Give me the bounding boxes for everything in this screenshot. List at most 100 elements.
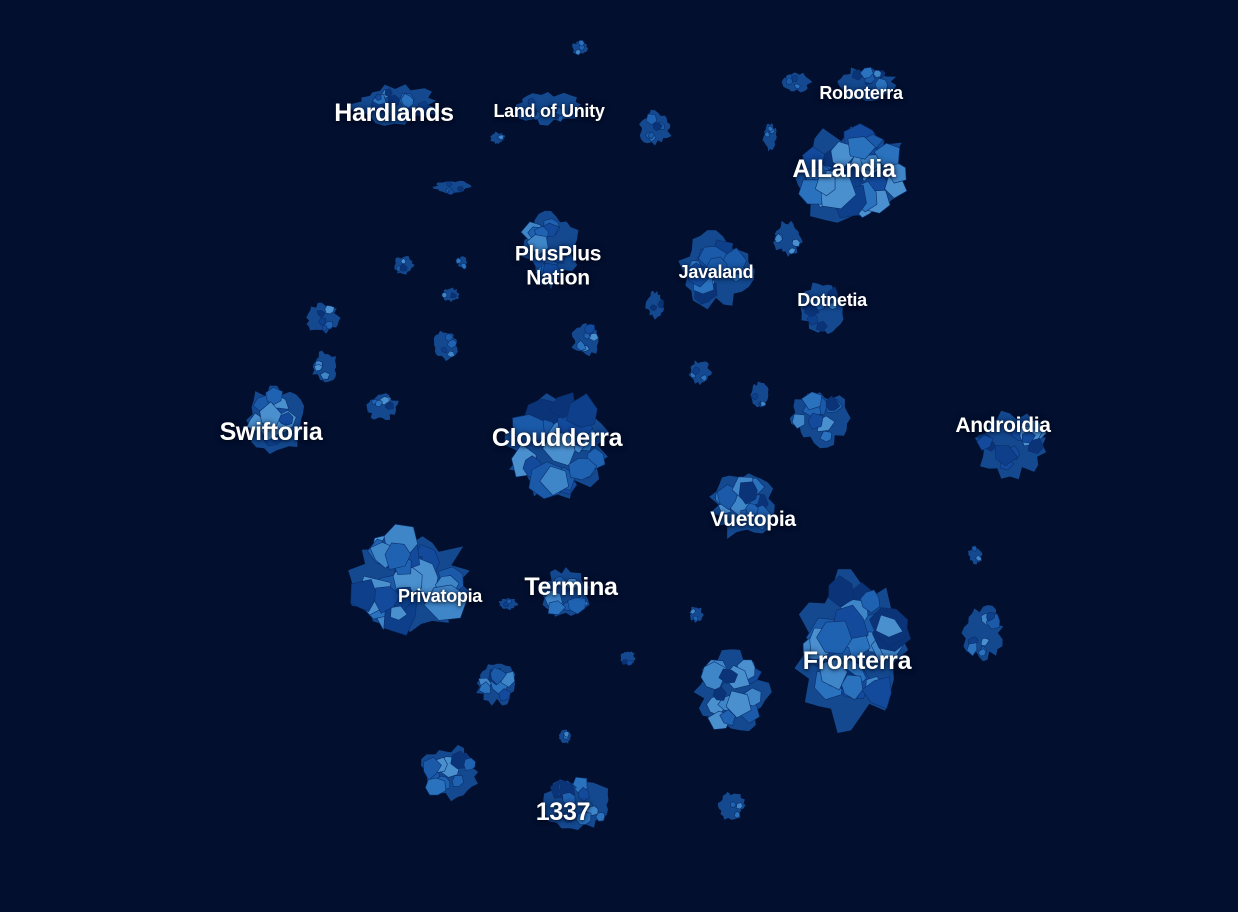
region-label-dotnetia[interactable]: Dotnetia (797, 289, 867, 310)
island-privatopia-cell (390, 605, 408, 621)
island-javaland[interactable] (678, 230, 755, 310)
islet-n-cell (691, 366, 700, 376)
island-roboterra-cell (872, 69, 882, 78)
region-label-javaland[interactable]: Javaland (678, 261, 754, 282)
island-cloudderra[interactable] (504, 392, 610, 500)
islet-l-cell (319, 371, 331, 380)
island-small-m[interactable] (366, 393, 399, 421)
island-privatopia-cell (423, 584, 469, 621)
island-ailandia[interactable] (794, 123, 908, 223)
islet-b-cell (497, 134, 505, 140)
island-small-p-cell (801, 391, 823, 411)
island-fronterra-cell (860, 589, 881, 614)
region-label-vuetopia[interactable]: Vuetopia (710, 508, 796, 532)
islet-o[interactable] (750, 381, 769, 408)
islet-e[interactable] (645, 290, 664, 320)
island-fronterra-cell (875, 614, 904, 638)
island-dotnetia-cell (815, 320, 828, 333)
islet-north[interactable] (572, 39, 589, 56)
island-privatopia[interactable] (348, 523, 473, 636)
island-land-of-unity[interactable] (515, 92, 581, 126)
island-vuetopia-cell (745, 502, 759, 518)
island-small-y-cell (451, 775, 465, 787)
region-label-hardlands[interactable]: Hardlands (334, 99, 454, 127)
island-small-s[interactable] (961, 605, 1004, 662)
islet-l-outline (312, 350, 337, 383)
island-small-w[interactable] (476, 663, 516, 706)
island-land-of-unity-cell (527, 97, 536, 106)
island-vuetopia[interactable] (709, 473, 775, 539)
region-label-privatopia[interactable]: Privatopia (397, 585, 483, 606)
island-small-v[interactable] (693, 649, 772, 732)
island-ailandia-cell (802, 146, 825, 170)
island-1337[interactable] (542, 776, 609, 830)
island-dotnetia-cell (827, 302, 838, 310)
region-label-1337[interactable]: 1337 (535, 798, 591, 826)
region-label-swiftoria[interactable]: Swiftoria (219, 418, 323, 446)
island-dotnetia-cell (804, 304, 820, 317)
island-swiftoria-cell (259, 401, 282, 430)
region-label-termina[interactable]: Termina (524, 573, 618, 601)
island-plusplus-cell (542, 262, 562, 285)
island-swiftoria[interactable] (246, 385, 305, 455)
islet-ailandia-tail-cell (787, 247, 796, 255)
islet-b[interactable] (490, 131, 506, 144)
region-label-fronterra[interactable]: Fronterra (802, 647, 912, 675)
island-small-i[interactable] (306, 302, 341, 334)
islet-h[interactable] (441, 287, 460, 303)
island-hardlands-cell (387, 94, 400, 107)
region-label-land-of-unity[interactable]: Land of Unity (493, 100, 605, 121)
island-land-of-unity-cell (527, 105, 537, 119)
island-plusplus[interactable] (520, 210, 579, 290)
islet-z[interactable] (718, 791, 746, 820)
islet-h-cell (450, 291, 457, 299)
islet-g[interactable] (455, 256, 468, 270)
region-label-plusplus-nation[interactable]: PlusPlus Nation (514, 242, 602, 289)
island-small-s-cell (980, 637, 990, 647)
island-cloudderra-cell (568, 458, 598, 481)
islet-h-outline (441, 287, 460, 303)
islet-c[interactable] (432, 180, 472, 195)
islet-q[interactable] (498, 597, 519, 611)
islet-ailandia-tail[interactable] (773, 220, 803, 257)
islet-d[interactable] (762, 123, 777, 152)
island-androidia[interactable] (974, 410, 1047, 480)
island-small-w-cell (498, 688, 512, 702)
region-label-cloudderra[interactable]: Cloudderra (491, 424, 623, 452)
island-small-i-cell (321, 324, 328, 331)
island-small-p[interactable] (789, 391, 851, 449)
islet-t-cell (689, 608, 696, 615)
island-fronterra[interactable] (794, 569, 911, 733)
islet-north-cell (575, 48, 582, 56)
island-termina[interactable] (541, 567, 591, 617)
island-fronterra-cell (816, 620, 853, 655)
island-small-a[interactable] (639, 109, 672, 146)
island-small-v-cell (725, 690, 752, 719)
island-small-y[interactable] (421, 744, 479, 802)
islet-t[interactable] (689, 606, 704, 623)
region-label-androidia[interactable]: Androidia (955, 414, 1051, 438)
islet-r[interactable] (968, 545, 983, 565)
islet-f-cell (399, 263, 408, 272)
islet-x[interactable] (558, 729, 571, 744)
island-hardlands[interactable] (346, 84, 440, 126)
island-ailandia-cell (814, 174, 836, 197)
islet-f[interactable] (394, 255, 415, 275)
region-label-roboterra[interactable]: Roboterra (819, 82, 903, 103)
islet-u[interactable] (620, 651, 636, 666)
region-label-ailandia[interactable]: AILandia (792, 155, 896, 183)
island-dotnetia[interactable] (799, 282, 844, 335)
island-small-v-cell (718, 668, 738, 684)
islet-roboterra-w[interactable] (781, 72, 813, 93)
islet-e-cell (657, 302, 664, 309)
islet-l[interactable] (312, 350, 337, 383)
island-androidia-cell (976, 434, 994, 451)
islet-roboterra-w-cell (793, 83, 801, 90)
island-small-k[interactable] (571, 323, 599, 357)
island-roboterra[interactable] (837, 66, 897, 102)
island-small-s-cell (966, 642, 978, 657)
islet-n[interactable] (688, 360, 712, 386)
island-cloudderra-cell (565, 393, 598, 429)
islet-j[interactable] (433, 330, 458, 362)
